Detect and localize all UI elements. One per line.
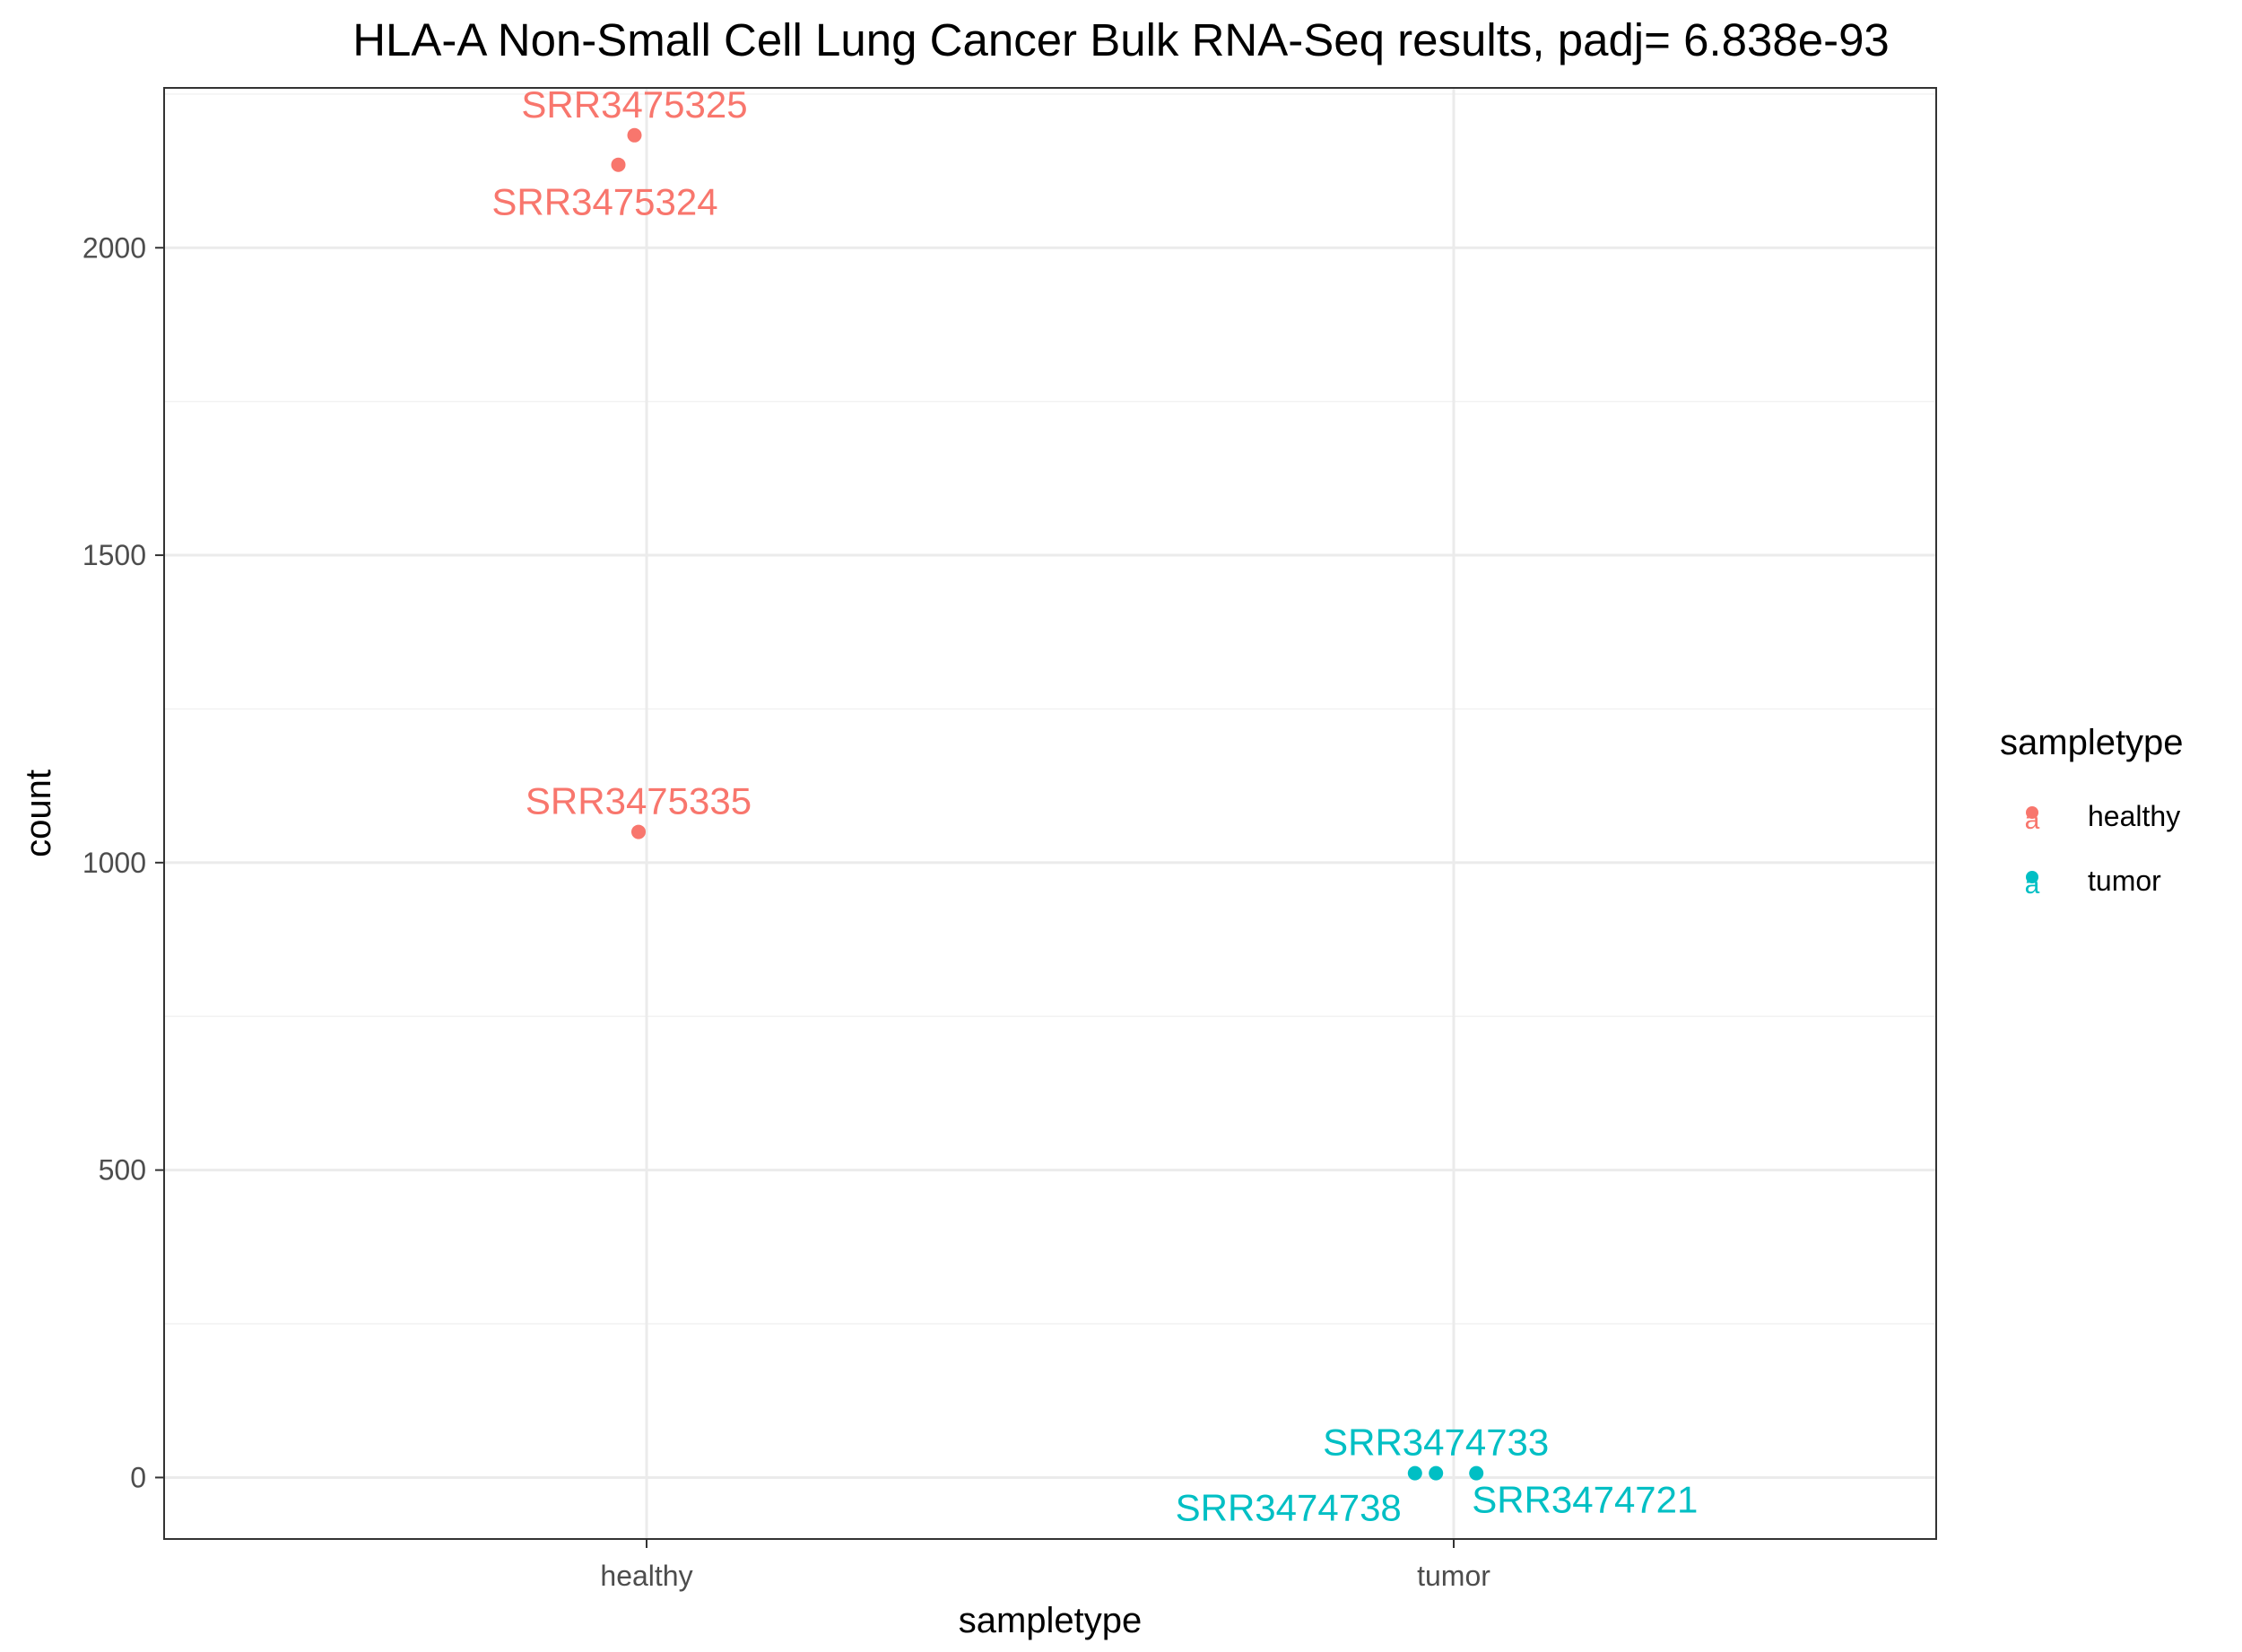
point-label: SRR3474733: [1323, 1422, 1549, 1464]
point-label: SRR3475325: [521, 83, 747, 126]
data-point: [611, 157, 626, 172]
y-tick-label: 1000: [83, 847, 146, 879]
legend-key-glyph: a: [2025, 805, 2040, 835]
x-axis: healthy tumor: [600, 1539, 1490, 1592]
legend: sampletype a healthy a tumor: [2000, 723, 2184, 900]
legend-label: healthy: [2088, 800, 2180, 832]
grid-lines: [164, 88, 1936, 1539]
y-tick-label: 2000: [83, 231, 146, 264]
point-label: SRR3474738: [1176, 1487, 1402, 1529]
y-axis-title: count: [19, 769, 58, 857]
data-point: [627, 127, 642, 143]
x-axis-title: sampletype: [959, 1601, 1143, 1640]
x-tick-label: tumor: [1417, 1560, 1490, 1592]
point-label: SRR3474721: [1472, 1479, 1698, 1521]
legend-key-point: [2026, 871, 2038, 883]
legend-title: sampletype: [2000, 723, 2184, 762]
legend-entries: a healthy a tumor: [2025, 800, 2181, 900]
y-tick-label: 1500: [83, 539, 146, 571]
panel-border: [163, 87, 1937, 1540]
legend-key-point: [2026, 806, 2038, 819]
data-point: [1429, 1465, 1444, 1481]
y-tick-label: 0: [130, 1461, 146, 1493]
y-axis: 0 500 1000 1500 2000: [83, 231, 164, 1493]
legend-label: tumor: [2088, 865, 2161, 897]
data-point: [1469, 1465, 1484, 1481]
y-tick-label: 500: [99, 1154, 146, 1187]
legend-key-glyph: a: [2025, 870, 2040, 900]
point-labels: SRR3475325 SRR3475324 SRR3475335 SRR3474733…: [491, 83, 1698, 1529]
x-tick-label: healthy: [600, 1560, 692, 1592]
point-label: SRR3475335: [526, 780, 752, 822]
chart-title: HLA-A Non-Small Cell Lung Cancer Bulk RN…: [352, 14, 1890, 65]
data-point: [631, 824, 646, 839]
data-points: [611, 127, 1484, 1481]
data-point: [1407, 1465, 1422, 1481]
point-label: SRR3475324: [491, 181, 717, 223]
